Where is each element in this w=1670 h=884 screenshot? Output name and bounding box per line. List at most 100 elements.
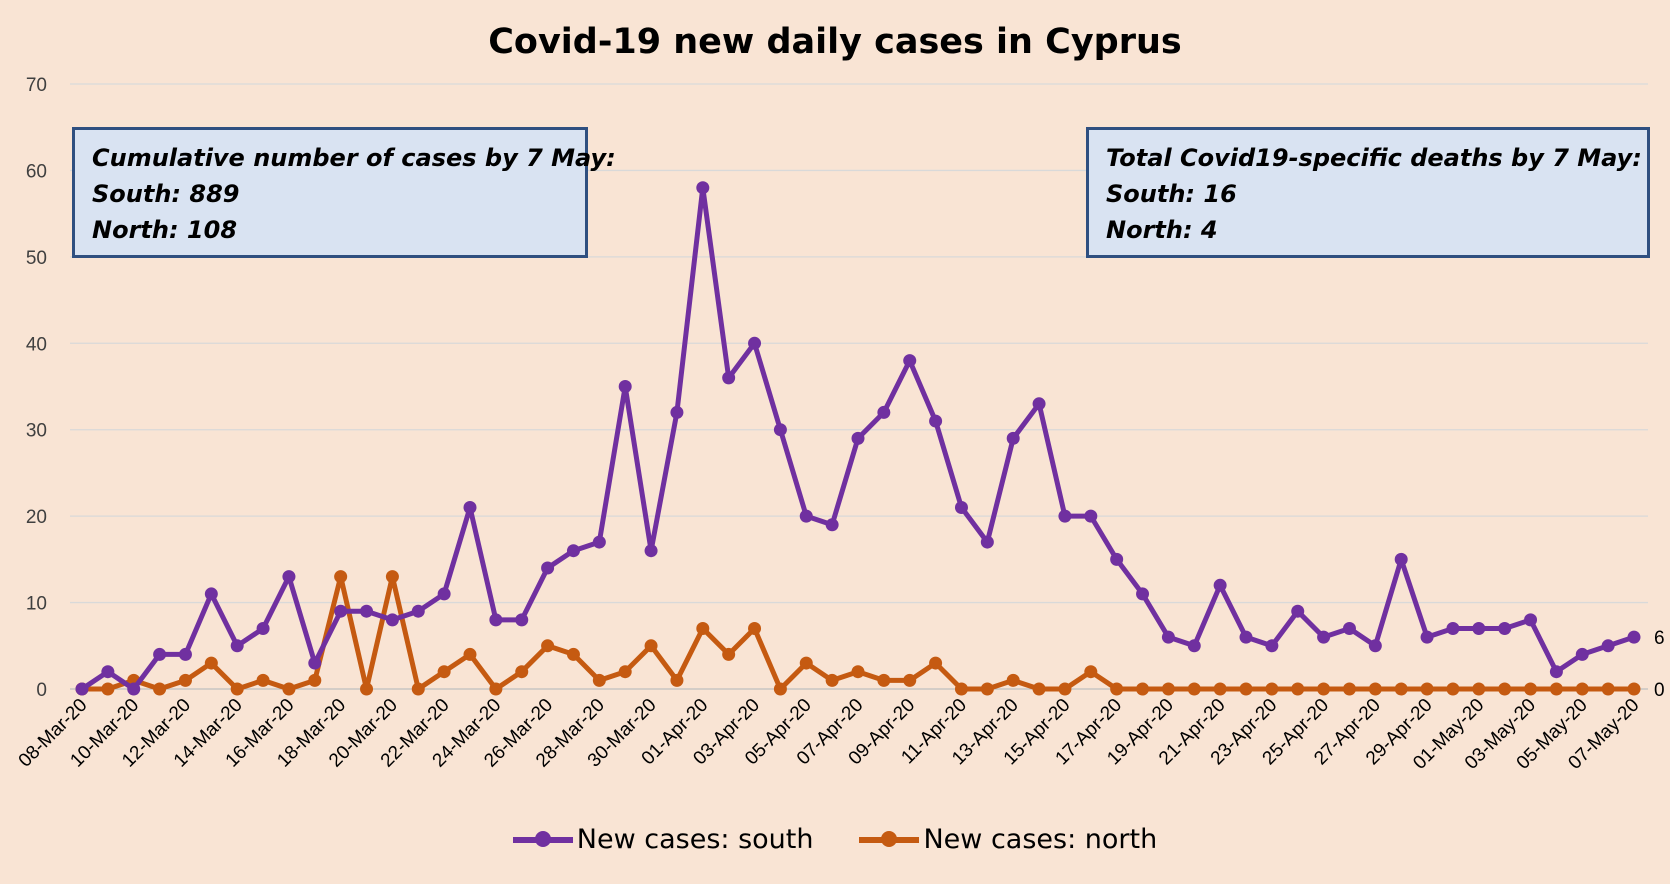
data-point-south xyxy=(1627,630,1641,644)
y-tick-label: 0 xyxy=(36,680,47,701)
data-point-south xyxy=(1006,431,1020,445)
data-point-south xyxy=(1394,552,1408,566)
series-south: 6 xyxy=(75,181,1665,696)
y-tick-label: 20 xyxy=(26,507,47,528)
data-point-north xyxy=(1161,682,1175,696)
data-point-north xyxy=(1239,682,1253,696)
data-point-south xyxy=(178,647,192,661)
data-point-south xyxy=(127,682,141,696)
data-point-south xyxy=(1058,509,1072,523)
data-point-south xyxy=(1187,639,1201,653)
data-point-north xyxy=(230,682,244,696)
data-point-south xyxy=(334,604,348,618)
data-point-south xyxy=(1368,639,1382,653)
y-tick-label: 30 xyxy=(26,421,47,442)
legend-item-north: New cases: north xyxy=(859,824,1157,855)
data-point-south xyxy=(1136,587,1150,601)
data-point-north xyxy=(1006,673,1020,687)
data-point-south xyxy=(773,423,787,437)
data-point-north xyxy=(1368,682,1382,696)
cumulative-cases-south: South: 889 xyxy=(92,180,240,208)
data-point-north xyxy=(1265,682,1279,696)
data-point-south xyxy=(1549,665,1563,679)
legend-swatch-north xyxy=(859,830,920,847)
data-point-south xyxy=(722,371,736,385)
data-point-south xyxy=(851,431,865,445)
data-point-north xyxy=(722,647,736,661)
data-point-south xyxy=(1498,622,1512,635)
data-point-south xyxy=(1342,622,1356,635)
data-point-north xyxy=(980,682,994,696)
data-point-north xyxy=(437,665,451,679)
data-point-south xyxy=(618,380,632,393)
data-point-north xyxy=(670,673,684,687)
data-point-north xyxy=(1498,682,1512,696)
data-point-south xyxy=(1524,613,1538,627)
data-point-south xyxy=(385,613,399,627)
data-point-north xyxy=(903,673,917,687)
y-tick-label: 40 xyxy=(26,334,47,355)
data-point-south xyxy=(748,336,762,350)
y-tick-label: 50 xyxy=(26,248,47,269)
x-axis-ticks: 08-Mar-2010-Mar-2012-Mar-2014-Mar-2016-M… xyxy=(15,695,1644,774)
data-point-south xyxy=(463,501,477,514)
data-point-south xyxy=(1213,578,1227,592)
chart-title: Covid-19 new daily cases in Cyprus xyxy=(488,22,1182,62)
y-tick-label: 70 xyxy=(26,75,47,96)
data-point-south xyxy=(1420,630,1434,644)
data-point-north xyxy=(489,682,503,696)
data-point-south xyxy=(1317,630,1331,644)
data-point-south xyxy=(1446,622,1460,635)
data-point-north xyxy=(282,682,296,696)
data-point-south xyxy=(903,354,917,368)
data-point-south xyxy=(566,544,580,558)
data-point-south xyxy=(1575,647,1589,661)
total-deaths-north: North: 4 xyxy=(1106,216,1218,244)
data-point-south xyxy=(670,405,684,419)
data-point-north xyxy=(1213,682,1227,696)
data-point-north xyxy=(851,665,865,679)
data-point-north xyxy=(256,673,270,687)
data-point-south xyxy=(1084,509,1098,523)
data-point-north xyxy=(1032,682,1046,696)
data-point-north xyxy=(101,682,115,696)
data-point-north xyxy=(1601,682,1615,696)
data-point-north xyxy=(411,682,425,696)
legend: New cases: south New cases: north xyxy=(0,824,1670,855)
data-point-south xyxy=(825,518,839,532)
end-label-south: 6 xyxy=(1654,628,1665,649)
data-point-north xyxy=(1420,682,1434,696)
data-point-north xyxy=(334,570,348,584)
data-point-north xyxy=(566,647,580,661)
data-point-north xyxy=(1342,682,1356,696)
data-point-north xyxy=(385,570,399,584)
data-point-north xyxy=(592,673,606,687)
data-point-south xyxy=(980,535,994,549)
y-axis-ticks: 0 10 20 30 40 50 60 70 xyxy=(26,75,47,701)
data-point-north xyxy=(204,656,218,670)
data-point-north xyxy=(1084,665,1098,679)
cumulative-cases-box: Cumulative number of cases by 7 May: Sou… xyxy=(72,127,616,258)
legend-item-south: New cases: south xyxy=(512,824,813,855)
cumulative-cases-north: North: 108 xyxy=(92,216,238,244)
data-point-north xyxy=(308,673,322,687)
data-point-north xyxy=(1110,682,1124,696)
data-point-south xyxy=(1472,622,1486,635)
data-point-north xyxy=(1317,682,1331,696)
data-point-north xyxy=(618,665,632,679)
cumulative-cases-heading: Cumulative number of cases by 7 May: xyxy=(92,144,616,172)
data-point-north xyxy=(644,639,658,653)
end-label-north: 0 xyxy=(1654,680,1665,701)
data-point-north xyxy=(541,639,555,653)
data-point-north xyxy=(1446,682,1460,696)
data-point-south xyxy=(1239,630,1253,644)
data-point-south xyxy=(644,544,658,558)
data-point-north xyxy=(1524,682,1538,696)
data-point-south xyxy=(515,613,529,627)
data-point-south xyxy=(1032,397,1046,411)
data-point-north xyxy=(153,682,167,696)
y-tick-label: 60 xyxy=(26,161,47,182)
data-point-south xyxy=(230,639,244,653)
data-point-north xyxy=(877,673,891,687)
